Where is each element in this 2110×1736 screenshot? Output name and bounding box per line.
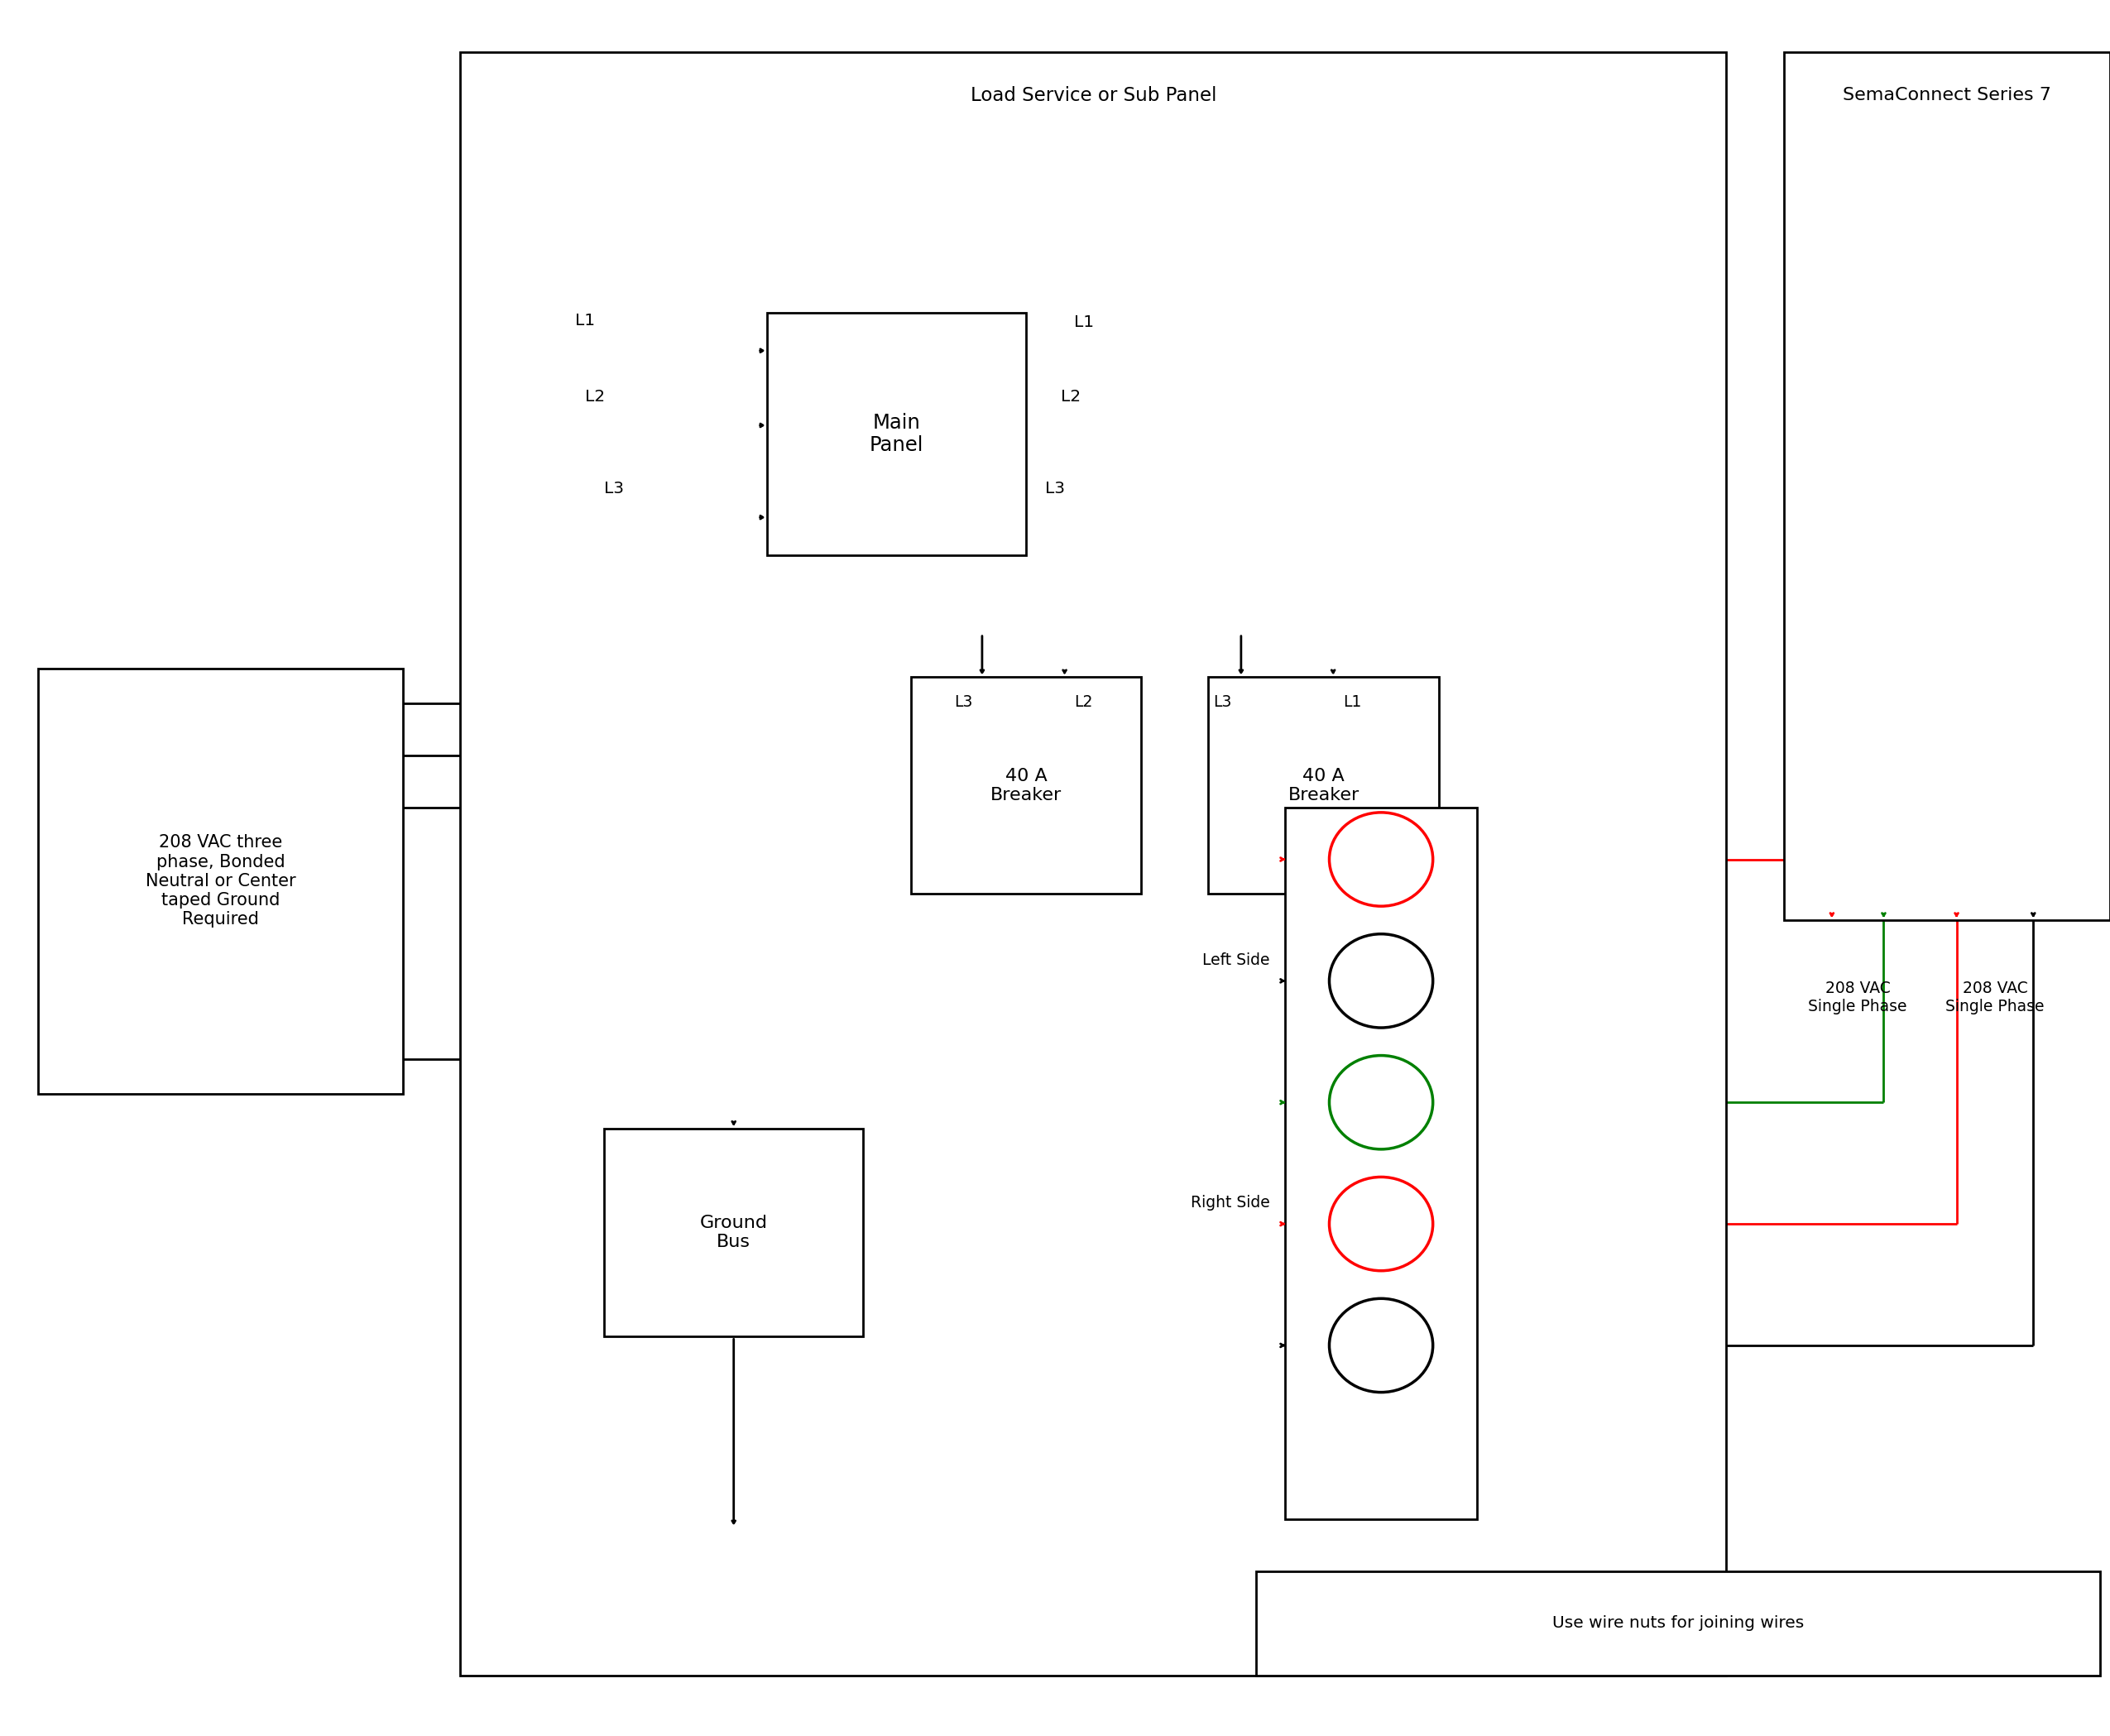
Text: 208 VAC
Single Phase: 208 VAC Single Phase	[1945, 981, 2045, 1016]
Bar	[768, 312, 1025, 556]
Text: L1: L1	[1342, 694, 1361, 710]
Text: L3: L3	[954, 694, 973, 710]
Text: Main
Panel: Main Panel	[869, 413, 924, 455]
Circle shape	[1329, 934, 1433, 1028]
Text: Ground
Bus: Ground Bus	[701, 1215, 768, 1250]
Bar	[1255, 1571, 2099, 1675]
Bar	[1285, 807, 1477, 1519]
Text: L3: L3	[1044, 481, 1066, 496]
Circle shape	[1329, 812, 1433, 906]
Text: 40 A
Breaker: 40 A Breaker	[990, 767, 1061, 804]
Text: 40 A
Breaker: 40 A Breaker	[1287, 767, 1359, 804]
Text: 208 VAC three
phase, Bonded
Neutral or Center
taped Ground
Required: 208 VAC three phase, Bonded Neutral or C…	[146, 835, 295, 927]
Bar	[912, 677, 1142, 894]
Bar	[38, 668, 403, 1094]
Text: L3: L3	[1213, 694, 1232, 710]
Text: Use wire nuts for joining wires: Use wire nuts for joining wires	[1553, 1614, 1804, 1632]
Text: Right Side: Right Side	[1190, 1194, 1270, 1212]
Text: L2: L2	[1061, 389, 1080, 404]
Text: L1: L1	[1074, 314, 1095, 330]
Circle shape	[1329, 1299, 1433, 1392]
Bar	[603, 1128, 863, 1337]
Bar	[460, 52, 1726, 1675]
Circle shape	[1329, 1177, 1433, 1271]
Circle shape	[1329, 1055, 1433, 1149]
Bar	[1209, 677, 1439, 894]
Text: Load Service or Sub Panel: Load Service or Sub Panel	[971, 87, 1215, 104]
Text: L2: L2	[1074, 694, 1093, 710]
Bar	[1783, 52, 2110, 920]
Text: L2: L2	[584, 389, 606, 404]
Text: 208 VAC
Single Phase: 208 VAC Single Phase	[1808, 981, 1907, 1016]
Text: SemaConnect Series 7: SemaConnect Series 7	[1842, 87, 2051, 104]
Text: L3: L3	[603, 481, 625, 496]
Text: Left Side: Left Side	[1203, 951, 1270, 969]
Text: L1: L1	[576, 312, 595, 328]
